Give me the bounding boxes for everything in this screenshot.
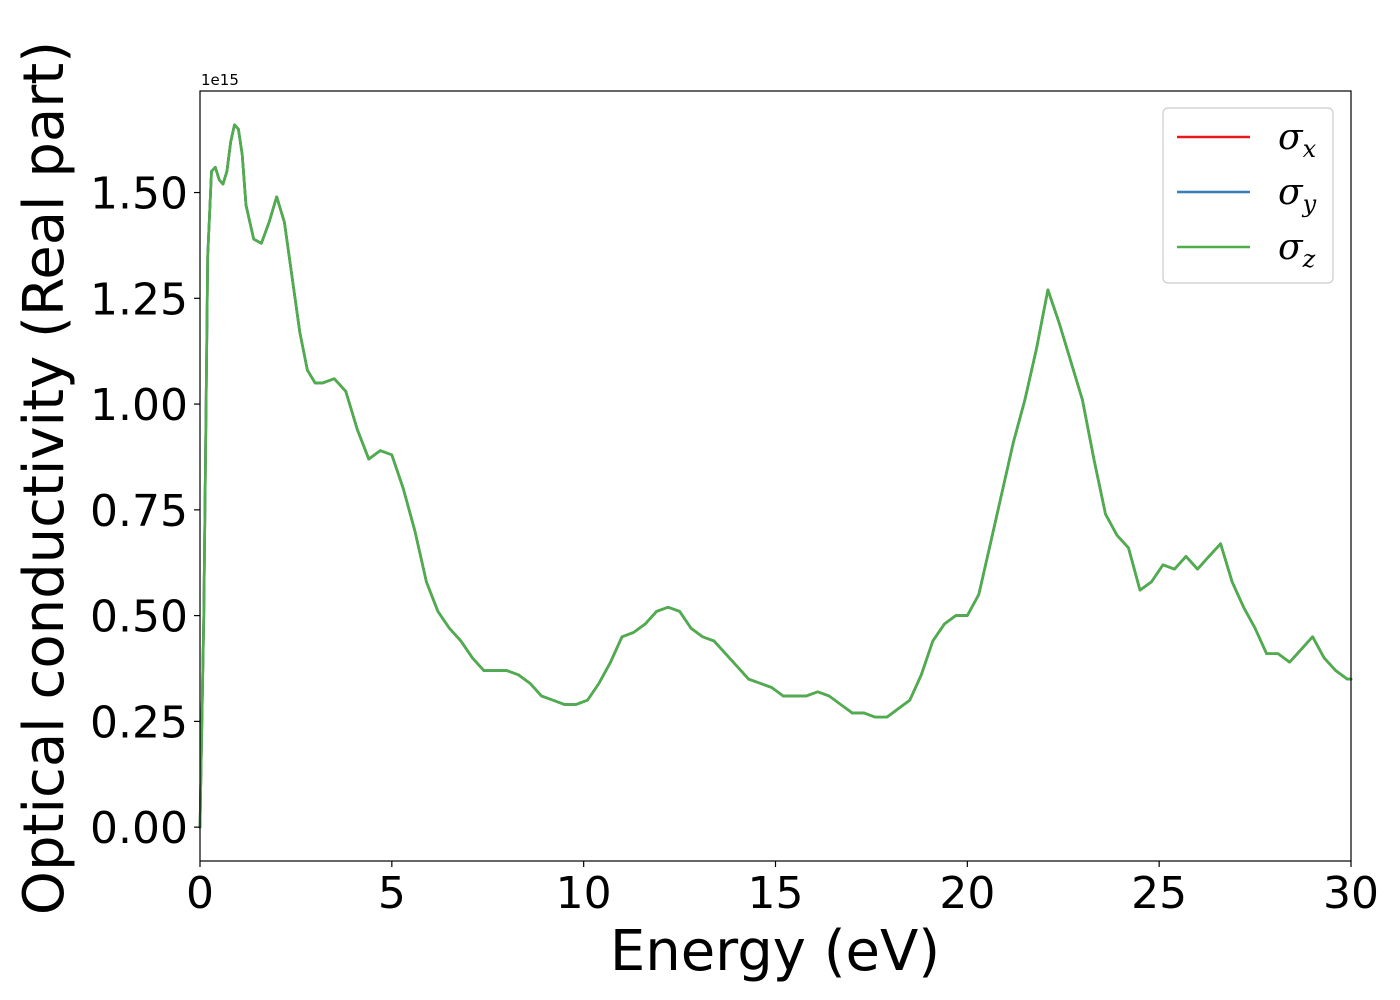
x-tick-label: 10: [556, 868, 612, 919]
y-tick-label: 1.00: [90, 380, 188, 431]
legend-label-z: σz: [1278, 227, 1316, 273]
y-axis-title: Optical conductivity (Real part): [12, 41, 77, 915]
x-tick-label: 25: [1131, 868, 1187, 919]
legend-label-y: σy: [1278, 172, 1317, 218]
y-offset-text: 1e15: [201, 71, 239, 89]
y-tick-label: 0.25: [90, 697, 188, 748]
legend-label-x: σx: [1278, 117, 1317, 163]
y-tick-label: 0.75: [90, 486, 188, 537]
y-tick-label: 1.25: [90, 274, 188, 325]
y-tick-label: 0.50: [90, 592, 188, 643]
x-tick-label: 30: [1323, 868, 1379, 919]
x-axis-title: Energy (eV): [610, 919, 940, 984]
x-tick-label: 5: [378, 868, 406, 919]
x-tick-label: 0: [186, 868, 214, 919]
legend: σx σy σz: [1162, 107, 1334, 284]
x-tick-label: 15: [748, 868, 804, 919]
series-layer: [198, 123, 1353, 829]
x-tick-label: 20: [939, 868, 995, 919]
series-line-z: [198, 123, 1353, 829]
y-tick-label: 1.50: [90, 169, 188, 220]
x-axis: 0 5 10 15 20 25 30: [186, 861, 1379, 919]
legend-box: [1162, 107, 1334, 284]
y-axis: 0.00 0.25 0.50 0.75 1.00 1.25 1.50: [90, 169, 200, 854]
y-tick-label: 0.00: [90, 803, 188, 854]
